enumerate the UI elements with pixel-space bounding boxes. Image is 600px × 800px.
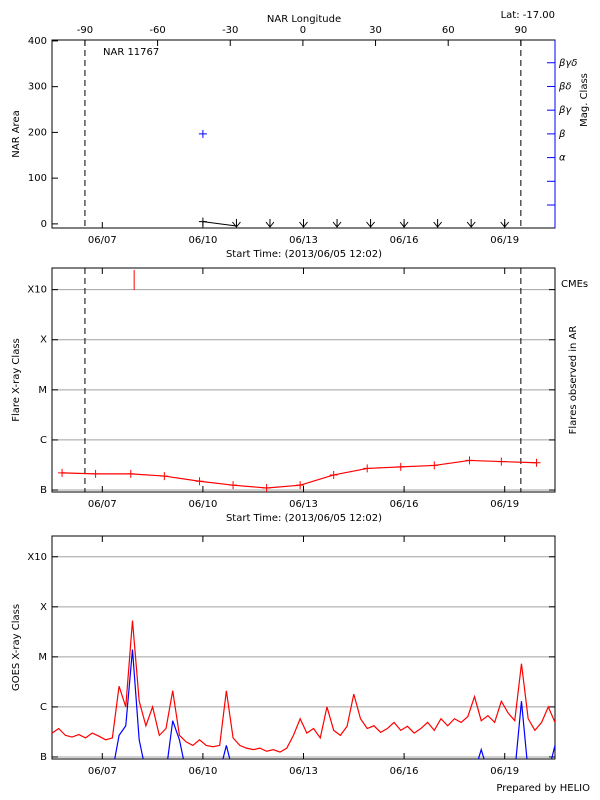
- y-axis-title: Flare X-ray Class: [11, 338, 22, 422]
- marker: [229, 481, 238, 490]
- x2-tick-label: 0: [300, 25, 306, 36]
- y-tick-label: 100: [28, 173, 47, 184]
- marker: [329, 470, 338, 479]
- limit-arrow: [299, 219, 308, 228]
- corner-text: Lat: -17.00: [501, 10, 555, 21]
- y-axis-title: GOES X-ray Class: [11, 604, 22, 691]
- connector: [202, 221, 237, 227]
- x2-tick-label: 90: [514, 25, 527, 36]
- y2-tick-label: βδ: [558, 81, 572, 92]
- footer: Prepared by HELIO: [496, 783, 590, 794]
- limit-arrow: [232, 219, 241, 228]
- limit-arrow: [366, 219, 375, 228]
- marker: [363, 464, 372, 473]
- x-tick-label: 06/07: [88, 766, 117, 777]
- y2-tick-label: βγ: [558, 105, 572, 116]
- x-tick-label: 06/10: [188, 766, 217, 777]
- y-tick-label: C: [40, 702, 47, 713]
- limit-arrow: [265, 219, 275, 228]
- y-tick-label: 200: [28, 127, 47, 138]
- x-tick-label: 06/07: [88, 499, 117, 510]
- y-tick-label: M: [38, 385, 47, 396]
- limit-arrow: [466, 219, 476, 228]
- x2-axis-title: NAR Longitude: [267, 14, 341, 25]
- y-tick-label: X10: [27, 552, 47, 563]
- marker: [430, 461, 439, 470]
- x-tick-label: 06/13: [289, 235, 318, 246]
- x-axis-title: Start Time: (2013/06/05 12:02): [226, 513, 382, 524]
- limit-arrow: [433, 219, 443, 228]
- marker: [195, 477, 204, 486]
- y2-tick-label: β: [558, 129, 566, 140]
- marker: [160, 472, 169, 481]
- y-tick-label: M: [38, 652, 47, 663]
- y-axis-title: NAR Area: [11, 110, 22, 157]
- x-tick-label: 06/16: [390, 766, 419, 777]
- plot-frame: [51, 267, 556, 493]
- limit-arrow: [500, 219, 510, 228]
- x2-tick-label: -30: [222, 25, 238, 36]
- x-tick-label: 06/19: [490, 235, 519, 246]
- marker: [262, 483, 271, 492]
- annotation: CMEs: [561, 279, 588, 290]
- series-line: [114, 649, 555, 759]
- y2-tick-label: α: [559, 153, 566, 164]
- x-tick-label: 06/10: [188, 499, 217, 510]
- x-tick-label: 06/19: [490, 499, 519, 510]
- x2-tick-label: 30: [369, 25, 382, 36]
- x-tick-label: 06/13: [289, 766, 318, 777]
- y-tick-label: B: [40, 752, 47, 763]
- y2-axis-title: Mag. Class: [579, 73, 590, 127]
- x2-tick-label: -60: [149, 25, 165, 36]
- marker: [296, 481, 305, 490]
- y-tick-label: 400: [28, 36, 47, 47]
- y-tick-label: 0: [41, 219, 47, 230]
- marker: [58, 468, 67, 477]
- x-tick-label: 06/10: [188, 235, 217, 246]
- limit-arrow: [399, 219, 409, 228]
- x2-tick-label: 60: [442, 25, 455, 36]
- y-tick-label: X10: [27, 285, 47, 296]
- x-tick-label: 06/13: [289, 499, 318, 510]
- y2-axis-title: Flares observed in AR: [568, 326, 579, 435]
- y2-tick-label: βγδ: [558, 58, 577, 69]
- x-tick-label: 06/16: [390, 499, 419, 510]
- y-tick-label: B: [40, 485, 47, 496]
- marker: [532, 458, 541, 467]
- limit-arrow: [332, 219, 342, 228]
- y-tick-label: C: [40, 435, 47, 446]
- panel-label: NAR 11767: [103, 47, 159, 58]
- marker: [465, 456, 474, 465]
- marker: [126, 469, 135, 478]
- marker: [396, 462, 405, 471]
- x-tick-label: 06/07: [88, 235, 117, 246]
- marker: [497, 457, 506, 466]
- y-tick-label: X: [40, 335, 47, 346]
- x-tick-label: 06/19: [490, 766, 519, 777]
- x-tick-label: 06/16: [390, 235, 419, 246]
- x2-tick-label: -90: [77, 25, 93, 36]
- x-axis-title: Start Time: (2013/06/05 12:02): [226, 249, 382, 260]
- series-line: [52, 620, 555, 753]
- y-tick-label: X: [40, 602, 47, 613]
- marker: [198, 129, 207, 138]
- marker: [91, 469, 100, 478]
- plot-frame: [51, 39, 556, 229]
- y-tick-label: 300: [28, 82, 47, 93]
